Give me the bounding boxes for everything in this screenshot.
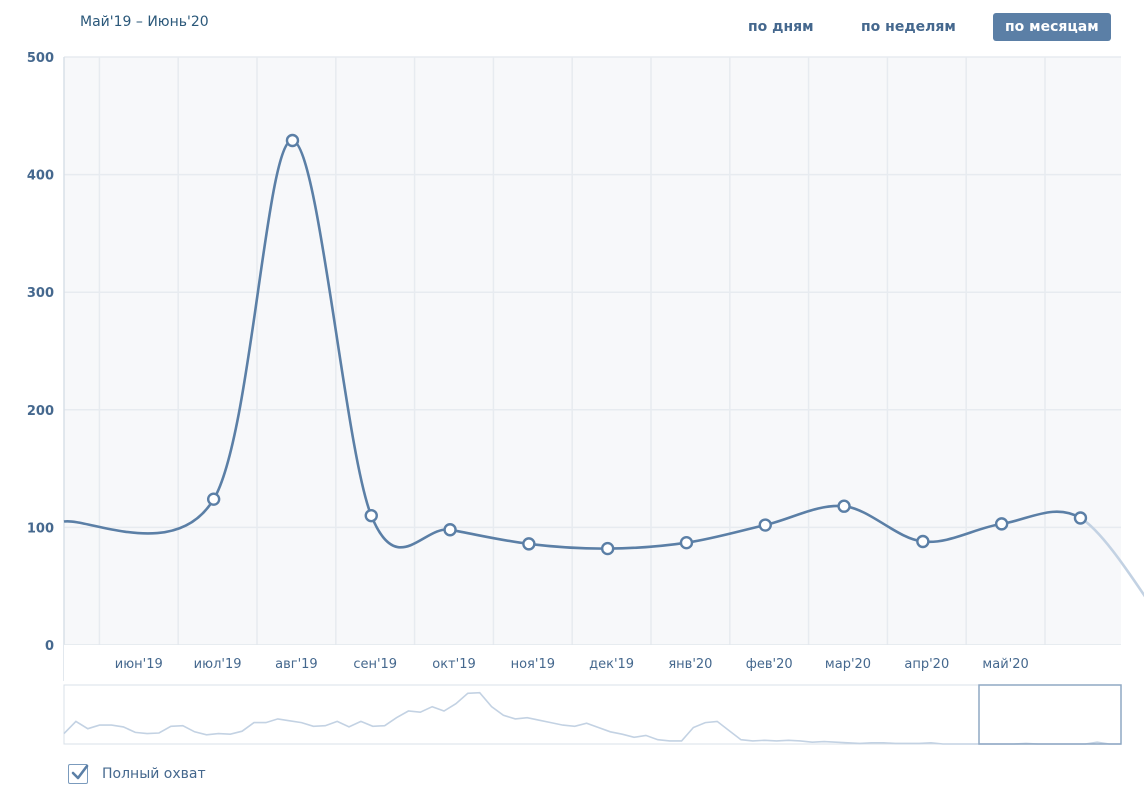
by-weeks-button[interactable]: по неделям: [861, 19, 956, 35]
x-tick-label: авг'19: [275, 657, 318, 672]
data-point[interactable]: [679, 535, 694, 550]
by-days-button[interactable]: по дням: [748, 19, 814, 35]
by-months-button[interactable]: по месяцам: [993, 13, 1111, 41]
data-point[interactable]: [600, 541, 615, 556]
y-tick-label: 500: [27, 51, 54, 66]
x-axis-band: [64, 645, 1121, 681]
x-tick-label: окт'19: [432, 657, 476, 672]
full-reach-checkbox[interactable]: [68, 764, 89, 784]
navigator-selection[interactable]: [978, 684, 1122, 745]
x-tick-label: май'20: [982, 657, 1028, 672]
series-line-incomplete: [1079, 516, 1144, 598]
plot-area: [64, 57, 1121, 645]
data-point[interactable]: [837, 499, 851, 513]
y-axis: 0 100 200 300 400 500: [27, 51, 54, 654]
x-tick-label: апр'20: [904, 657, 949, 672]
data-point[interactable]: [1073, 511, 1088, 525]
date-range-label: Май'19 – Июнь'20: [80, 14, 209, 30]
x-tick-label: июн'19: [115, 657, 163, 672]
series-line: [63, 139, 1082, 550]
x-tick-label: сен'19: [353, 657, 397, 672]
x-tick-label: ноя'19: [511, 657, 555, 672]
data-point[interactable]: [916, 534, 930, 549]
data-point[interactable]: [443, 523, 457, 537]
legend-full-reach[interactable]: Полный охват: [68, 762, 206, 786]
series: [63, 133, 1144, 598]
legend-label: Полный охват: [102, 766, 206, 782]
y-tick-label: 400: [27, 169, 54, 184]
data-point[interactable]: [994, 517, 1009, 531]
navigator-line: [63, 691, 1121, 745]
data-point[interactable]: [206, 492, 221, 506]
y-tick-label: 300: [27, 286, 54, 301]
navigator-frame: [63, 684, 1122, 745]
data-point[interactable]: [522, 537, 536, 551]
y-tick-label: 100: [27, 521, 54, 536]
x-axis: июн'19 июл'19 авг'19 сен'19 окт'19 ноя'19 дек'…: [115, 657, 1029, 672]
y-tick-label: 200: [27, 404, 54, 419]
x-tick-label: мар'20: [825, 657, 871, 672]
y-tick-label: 0: [45, 639, 54, 654]
data-point[interactable]: [758, 518, 772, 532]
x-tick-label: дек'19: [589, 657, 634, 672]
x-tick-label: июл'19: [194, 657, 242, 672]
checkmark-icon: [71, 764, 89, 780]
navigator[interactable]: [63, 684, 1122, 745]
data-point[interactable]: [285, 133, 300, 148]
x-tick-label: фев'20: [746, 657, 793, 672]
data-point[interactable]: [364, 508, 378, 523]
x-tick-label: янв'20: [668, 657, 712, 672]
